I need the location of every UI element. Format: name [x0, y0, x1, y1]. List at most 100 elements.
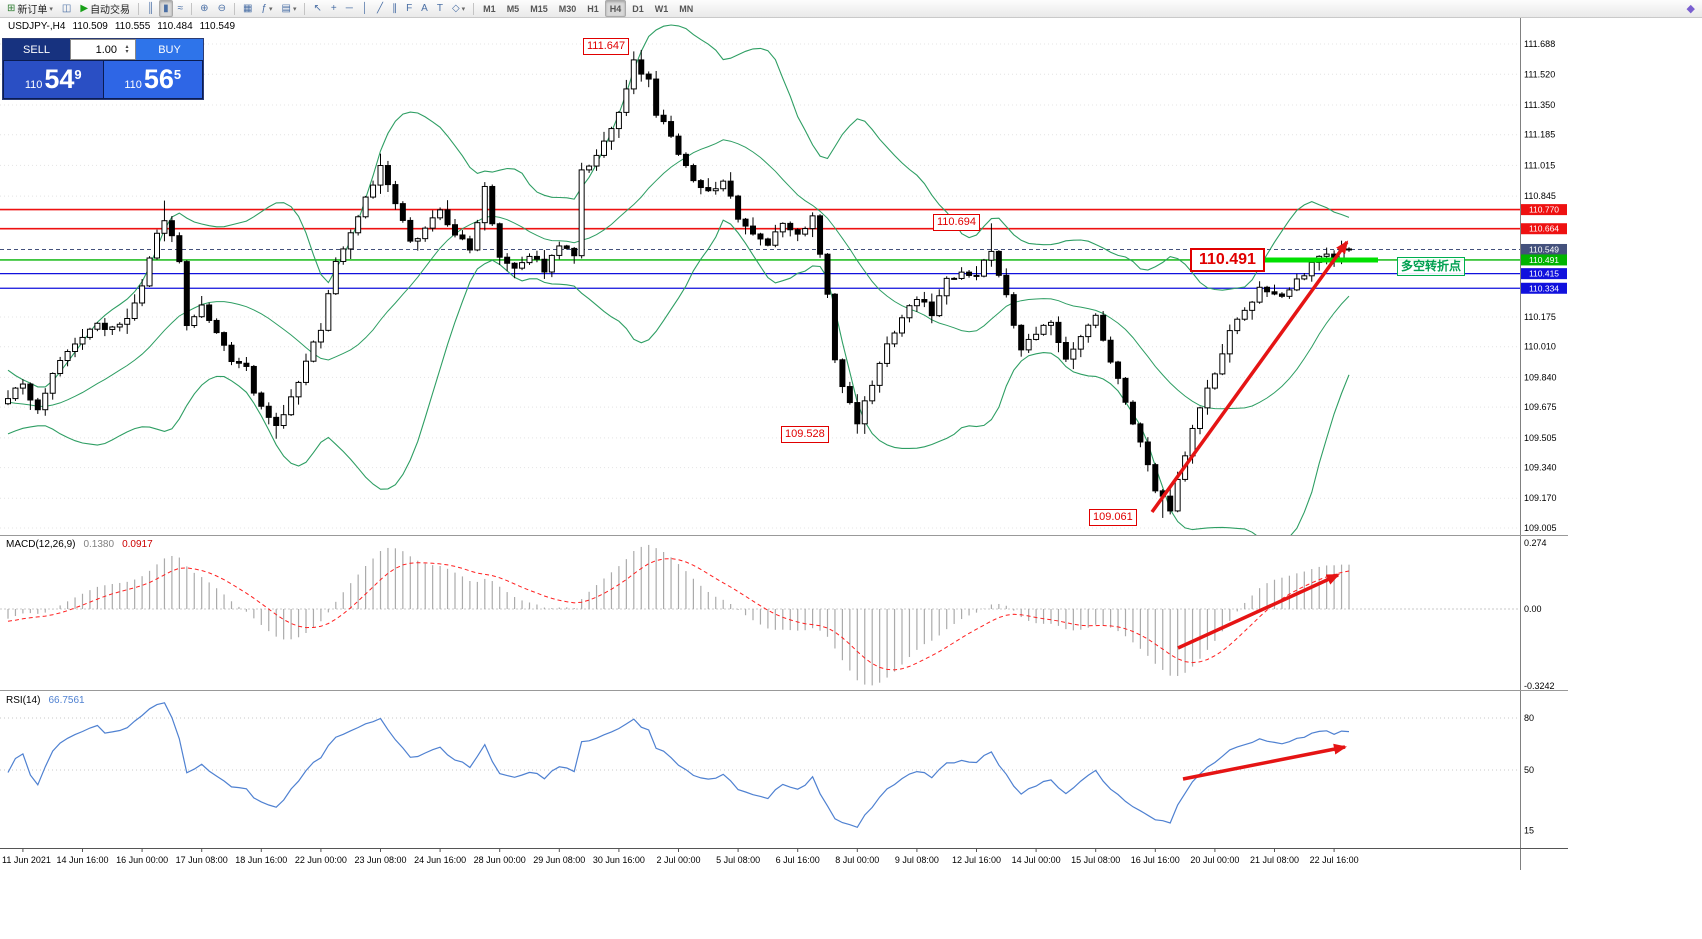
time-axis[interactable]: 11 Jun 2021 14 Jun 16:00 16 Jun 00:00 17 Ju… [2, 848, 1359, 865]
svg-text:16 Jul 16:00: 16 Jul 16:00 [1131, 855, 1180, 865]
zoom-in-icon-glyph: ⊕ [200, 3, 209, 14]
autotrading-button-label: 自动交易 [90, 5, 131, 16]
toolbar-separator [138, 2, 140, 15]
tile-windows-icon[interactable]: ▦ [239, 0, 256, 17]
fibonacci-icon[interactable]: F [402, 0, 416, 17]
new-order-button[interactable]: ⊞ 新订单 ▾ [3, 0, 57, 17]
new-order-button-label: 新订单 [17, 5, 48, 16]
trend-arrows[interactable] [1150, 240, 1349, 781]
line-chart-icon[interactable]: ≈ [174, 0, 188, 17]
chart-window[interactable]: 111.688 111.520 111.350 111.185 111.015 110.8… [0, 18, 1568, 870]
volume-box: ▴ ▾ [70, 39, 136, 60]
svg-text:22 Jul 16:00: 22 Jul 16:00 [1310, 855, 1359, 865]
grid-lines [0, 43, 1520, 529]
sell-price-big: 54 [44, 64, 75, 94]
indicators-icon-caret: ▾ [268, 5, 273, 13]
toolbar-separator [473, 2, 475, 15]
tile-windows-icon-glyph: ▦ [242, 3, 253, 14]
channel-icon[interactable]: ∥ [388, 0, 401, 17]
chart-canvas[interactable]: 111.688 111.520 111.350 111.185 111.015 110.8… [0, 18, 1568, 870]
text-icon[interactable]: A [417, 0, 432, 17]
one-click-trading-panel: SELL ▴ ▾ BUY 110 54 9 110 [2, 38, 204, 100]
buy-price[interactable]: 110 56 5 [103, 61, 202, 98]
svg-text:50: 50 [1524, 765, 1534, 775]
svg-text:18 Jun 16:00: 18 Jun 16:00 [235, 855, 287, 865]
volume-down-icon[interactable]: ▾ [125, 48, 129, 55]
horizontal-levels[interactable] [0, 208, 1520, 289]
sell-button[interactable]: SELL [3, 39, 70, 60]
svg-text:-0.3242: -0.3242 [1524, 681, 1555, 691]
price-scale[interactable]: 111.688 111.520 111.350 111.185 111.015 110.8… [1520, 18, 1568, 870]
svg-text:28 Jun 00:00: 28 Jun 00:00 [474, 855, 526, 865]
autotrading-button[interactable]: ▶ 自动交易 [76, 0, 134, 17]
timeframe-d1-button[interactable]: D1 [632, 3, 644, 14]
timeframe-h1-button[interactable]: H1 [587, 3, 599, 14]
fibonacci-icon-glyph: F [406, 3, 413, 14]
price-label-109528[interactable]: 109.528 [781, 426, 829, 443]
rsi-name: RSI(14) [6, 695, 41, 706]
timeframe-mn-button[interactable]: MN [679, 3, 694, 14]
indicators-icon-glyph: ƒ [261, 3, 267, 14]
svg-text:110.770: 110.770 [1529, 205, 1559, 215]
crosshair-icon-glyph: + [330, 3, 337, 14]
shapes-icon-glyph: ◇ [451, 3, 460, 14]
candlestick-chart-icon[interactable]: ▮ [159, 0, 173, 17]
svg-text:0.00: 0.00 [1524, 604, 1542, 614]
svg-text:20 Jul 00:00: 20 Jul 00:00 [1190, 855, 1239, 865]
trendline-icon-glyph: ╱ [377, 3, 384, 14]
svg-text:80: 80 [1524, 713, 1534, 723]
key-level-label-110491[interactable]: 110.491 [1190, 248, 1265, 272]
sell-price-sup: 9 [74, 67, 82, 82]
timeframe-m15-button[interactable]: M15 [530, 3, 548, 14]
svg-text:111.520: 111.520 [1524, 69, 1555, 79]
svg-text:29 Jun 08:00: 29 Jun 08:00 [533, 855, 585, 865]
templates-icon-glyph: ▤ [281, 3, 291, 14]
rsi-pane [0, 702, 1520, 829]
volume-input[interactable] [71, 43, 119, 56]
price-label-110694[interactable]: 110.694 [933, 214, 980, 231]
trendline-icon[interactable]: ╱ [373, 0, 387, 17]
cursor-icon[interactable]: ↖ [309, 0, 325, 17]
rsi-value: 66.7561 [48, 695, 85, 706]
trade-panel-price-row: 110 54 9 110 56 5 [3, 60, 203, 99]
vertical-line-icon[interactable]: │ [358, 0, 372, 17]
timeframe-m30-button[interactable]: M30 [558, 3, 577, 14]
shapes-icon[interactable]: ◇ ▾ [448, 0, 469, 17]
timeframe-m5-button[interactable]: M5 [506, 3, 520, 14]
price-label-111647[interactable]: 111.647 [583, 38, 630, 55]
svg-text:22 Jun 00:00: 22 Jun 00:00 [295, 855, 347, 865]
buy-button[interactable]: BUY [136, 39, 203, 60]
svg-text:111.350: 111.350 [1524, 100, 1555, 110]
symbol-ohlc-info: USDJPY-,H4 110.509 110.555 110.484 110.5… [8, 21, 235, 32]
zoom-out-icon[interactable]: ⊖ [214, 0, 230, 17]
bar-chart-icon[interactable]: ║ [143, 0, 158, 17]
indicators-icon[interactable]: ƒ ▾ [257, 0, 276, 17]
price-label-109061[interactable]: 109.061 [1089, 509, 1137, 526]
turning-point-label[interactable]: 多空转折点 [1397, 257, 1466, 276]
timeframe-m1-button[interactable]: M1 [483, 3, 496, 14]
toolbar-separator [191, 2, 193, 15]
ohlc-open: 110.509 [72, 21, 108, 32]
macd-pane [0, 544, 1520, 686]
svg-text:111.185: 111.185 [1524, 130, 1555, 140]
svg-text:111.688: 111.688 [1524, 39, 1555, 49]
svg-text:110.664: 110.664 [1529, 224, 1559, 234]
svg-text:23 Jun 08:00: 23 Jun 08:00 [354, 855, 406, 865]
candlesticks [5, 49, 1352, 518]
svg-text:8 Jul 00:00: 8 Jul 00:00 [835, 855, 879, 865]
community-icon[interactable]: ◆ [1686, 3, 1695, 15]
textlabel-icon[interactable]: T [433, 0, 447, 17]
crosshair-icon[interactable]: + [327, 0, 341, 17]
horizontal-line-icon[interactable]: ─ [342, 0, 357, 17]
templates-icon[interactable]: ▤ ▾ [277, 0, 300, 17]
svg-text:15: 15 [1524, 826, 1534, 836]
timeframe-w1-button[interactable]: W1 [654, 3, 669, 14]
zoom-in-icon[interactable]: ⊕ [196, 0, 212, 17]
charts-grid-icon[interactable]: ◫ [58, 0, 75, 17]
cursor-icon-glyph: ↖ [313, 3, 322, 14]
volume-up-icon[interactable]: ▴ [125, 43, 129, 50]
timeframe-h4-button[interactable]: H4 [604, 0, 627, 17]
volume-stepper[interactable]: ▴ ▾ [119, 43, 135, 55]
sell-price[interactable]: 110 54 9 [4, 61, 103, 98]
